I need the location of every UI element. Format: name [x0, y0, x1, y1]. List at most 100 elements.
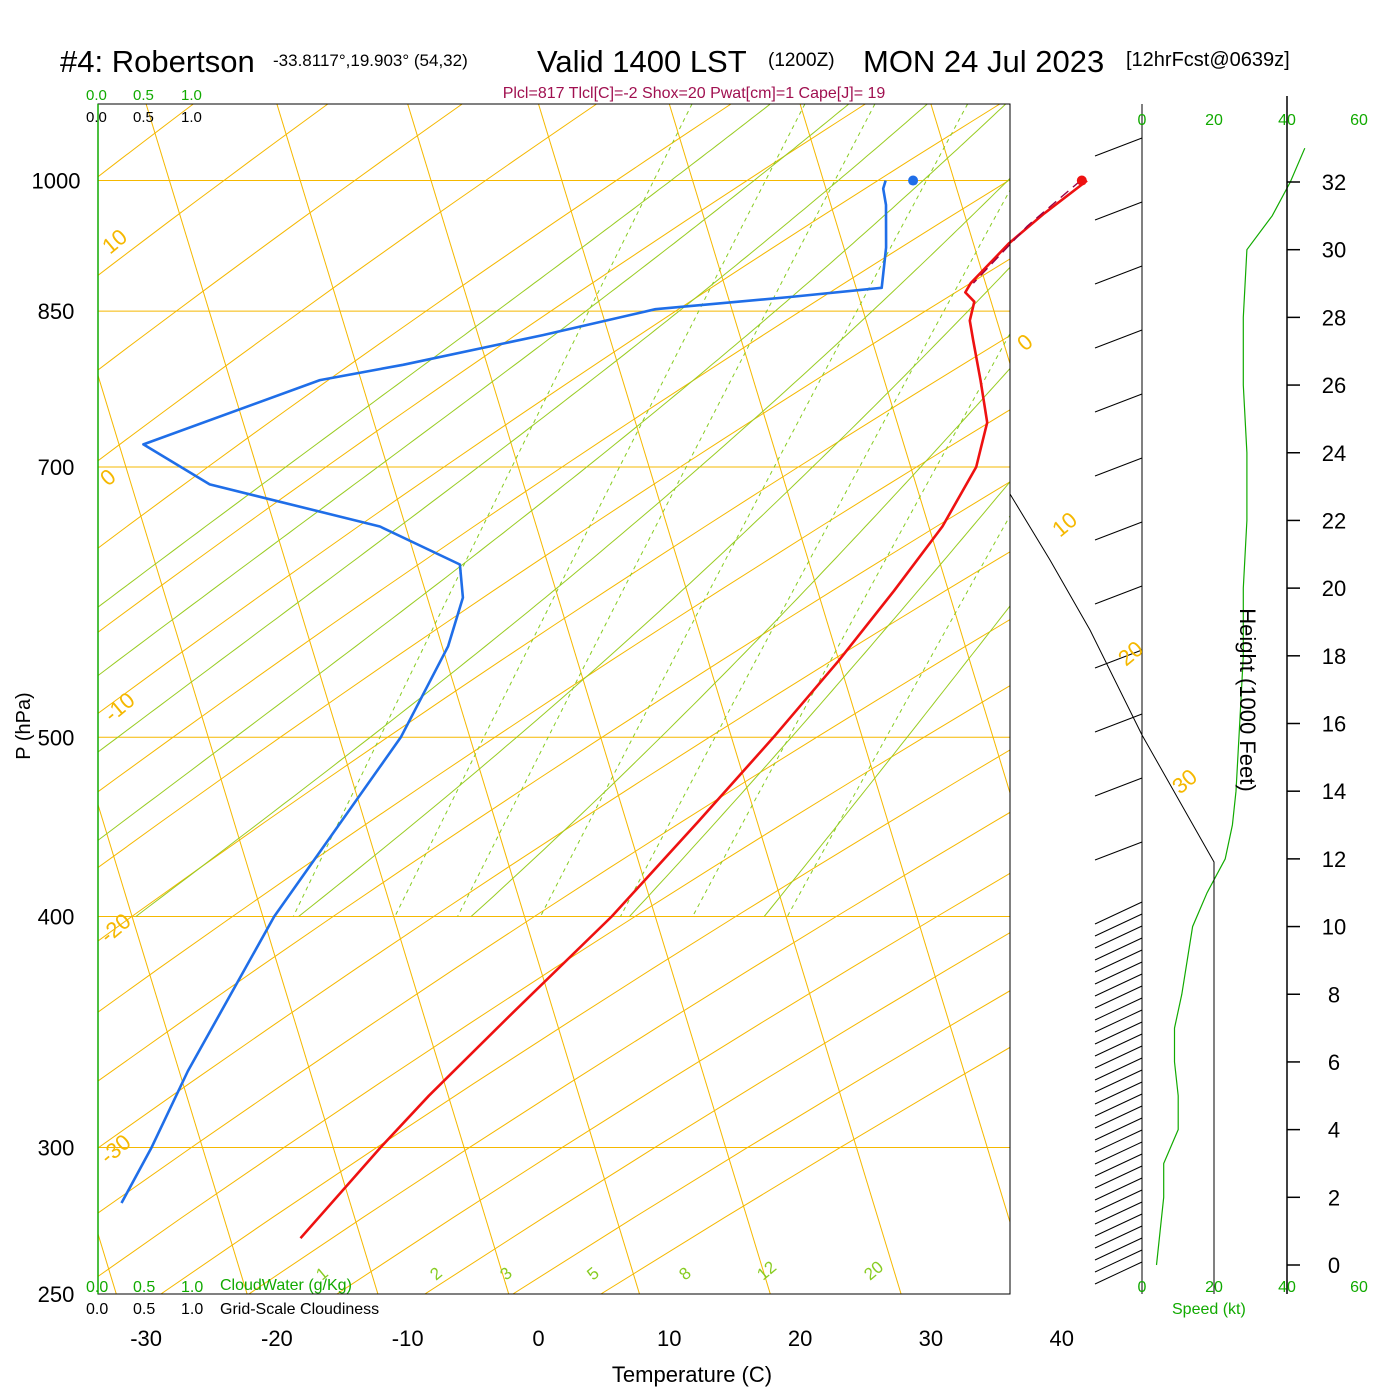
cloudiness-label: Grid-Scale Cloudiness [220, 1301, 379, 1318]
height-profile-line [1009, 493, 1215, 1294]
isotherm-line [407, 104, 771, 1294]
x-tick-label: 0 [532, 1326, 544, 1351]
speed-tick-bottom-2: 40 [1278, 1279, 1296, 1296]
wind-barb [1094, 265, 1143, 285]
pressure-tick-label: 250 [38, 1282, 75, 1307]
x-tick-label: 10 [657, 1326, 681, 1351]
mixing-ratio-label: 3 [496, 1263, 515, 1284]
mixing-ratio-line [540, 104, 969, 917]
wind-barb [1094, 961, 1143, 985]
wind-barb [1094, 1093, 1143, 1117]
height-tick-label: 22 [1322, 508, 1346, 533]
wind-barb [1094, 1009, 1143, 1033]
valid-date: MON 24 Jul 2023 [863, 44, 1104, 79]
dewpoint-line [120, 180, 888, 1204]
height-tick-label: 16 [1322, 712, 1346, 737]
isotherm-line [1323, 104, 1400, 1294]
station-title: #4: Robertson [60, 44, 255, 79]
dry-adiabat-line [98, 409, 1010, 1013]
wind-barb [1094, 925, 1143, 949]
dry-adiabat-line [160, 749, 1010, 1294]
height-tick-label: 4 [1328, 1118, 1340, 1143]
wind-barb [1094, 329, 1143, 349]
wind-barb [1094, 713, 1143, 733]
mixing-ratio-label: 12 [753, 1257, 780, 1284]
x-tick-label: -30 [130, 1326, 162, 1351]
moist-adiabat-line [470, 367, 1010, 917]
adiabat-label: 10 [1047, 507, 1082, 542]
moist-adiabat-line [98, 104, 771, 608]
wind-barb [1094, 1177, 1143, 1201]
speed-tick-top-3: 60 [1350, 112, 1368, 129]
axis-labels: -30 -20 -10 0 10 20 30 402503004005007008501000… [32, 169, 1347, 1351]
wind-barb [1094, 913, 1143, 937]
height-tick-label: 2 [1328, 1185, 1340, 1210]
wind-barb [1094, 1105, 1143, 1129]
plot-frame [97, 103, 1011, 1295]
x-tick-label: 20 [788, 1326, 812, 1351]
cloudiness-tick-top-1: 0.5 [133, 109, 154, 126]
pressure-tick-label: 850 [38, 299, 75, 324]
height-tick-label: 32 [1322, 170, 1346, 195]
mixing-ratio-label: 5 [583, 1263, 602, 1284]
speed-label: Speed (kt) [1172, 1301, 1246, 1318]
isotherm-line [538, 104, 902, 1294]
station-coords: -33.8117°,19.903° (54,32) [273, 51, 468, 70]
speed-tick-top-2: 40 [1278, 112, 1296, 129]
wind-barb [1094, 1033, 1143, 1057]
wind-speed-line [1155, 147, 1306, 1266]
wind-barb [1094, 1261, 1143, 1285]
wind-barb [1094, 949, 1143, 973]
height-tick-label: 26 [1322, 373, 1346, 398]
valid-time: Valid 1400 LST [537, 44, 747, 79]
x-axis-title: Temperature (C) [612, 1362, 772, 1387]
wind-barb [1094, 1153, 1143, 1177]
height-tick-label: 14 [1322, 779, 1346, 804]
height-tick-label: 24 [1322, 441, 1346, 466]
adiabat-label: 20 [1113, 636, 1148, 671]
cloudiness-tick-top-0: 0.0 [86, 109, 107, 126]
cloudwater-label: CloudWater (g/Kg) [220, 1277, 352, 1294]
isotherm-line [668, 104, 1010, 1224]
pressure-tick-label: 700 [38, 455, 75, 480]
speed-tick-top-0: 0 [1138, 112, 1147, 129]
dry-adiabat-line [512, 990, 1010, 1294]
cloudiness-tick-top-2: 1.0 [181, 109, 202, 126]
moist-adiabat-line [98, 104, 1007, 841]
dry-adiabat-line [98, 551, 1010, 1149]
speed-tick-bottom-1: 20 [1205, 1279, 1223, 1296]
cloudiness-tick-bottom-0: 0.0 [86, 1301, 108, 1318]
cloudwater-tick-bottom-0: 0.0 [86, 1279, 108, 1296]
dry-adiabat-line [424, 932, 1010, 1294]
pressure-tick-label: 400 [38, 905, 75, 930]
height-tick-label: 6 [1328, 1050, 1340, 1075]
temperature-line [299, 179, 1088, 1240]
mixing-ratio-line [457, 104, 876, 917]
moist-adiabat-line [763, 605, 1010, 917]
cloudwater-tick-top-0: 0.0 [86, 87, 107, 104]
wind-barb [1094, 1081, 1143, 1105]
wind-barb [1094, 985, 1143, 1009]
wind-barb [1094, 393, 1143, 413]
wind-barb [1094, 1141, 1143, 1165]
dry-adiabat-line [98, 104, 463, 371]
height-axis-title: Height (1000 Feet) [1235, 608, 1260, 791]
isotherm-line [1062, 104, 1400, 1294]
mixing-ratio-line [786, 514, 1010, 917]
cloudwater-tick-top-1: 0.5 [133, 87, 154, 104]
forecast-info: [12hrFcst@0639z] [1126, 49, 1290, 71]
wind-barb [1094, 521, 1143, 541]
mixing-ratio-line [394, 104, 806, 917]
adiabat-label: 0 [95, 464, 120, 491]
cloudiness-tick-bottom-2: 1.0 [181, 1301, 203, 1318]
adiabat-label: -10 [99, 687, 139, 727]
x-tick-label: -10 [392, 1326, 424, 1351]
isotherm-line [145, 104, 510, 1294]
stability-indices: Plcl=817 Tlcl[C]=-2 Shox=20 Pwat[cm]=1 C… [503, 85, 886, 102]
wind-barb [1094, 1117, 1143, 1141]
dewpoint-surface-point [908, 175, 919, 186]
adiabat-label: -20 [95, 908, 135, 948]
cloudiness-tick-bottom-1: 0.5 [133, 1301, 155, 1318]
pressure-tick-label: 500 [38, 725, 75, 750]
